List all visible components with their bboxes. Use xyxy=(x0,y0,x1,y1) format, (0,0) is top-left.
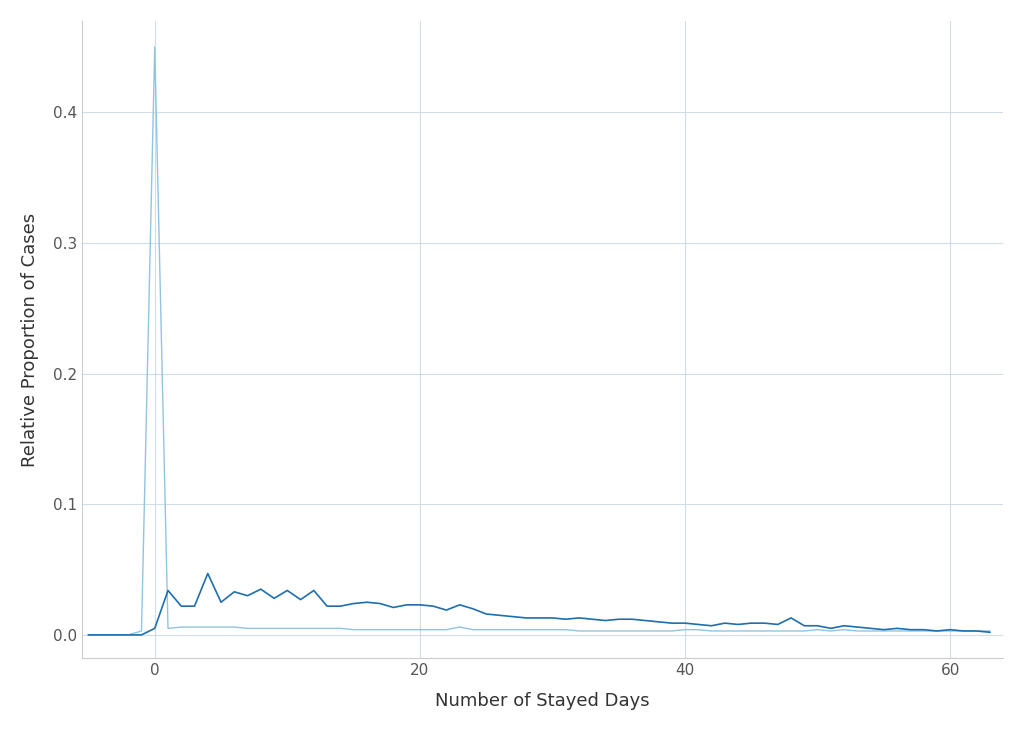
Y-axis label: Relative Proportion of Cases: Relative Proportion of Cases xyxy=(20,213,39,466)
X-axis label: Number of Stayed Days: Number of Stayed Days xyxy=(435,692,650,711)
